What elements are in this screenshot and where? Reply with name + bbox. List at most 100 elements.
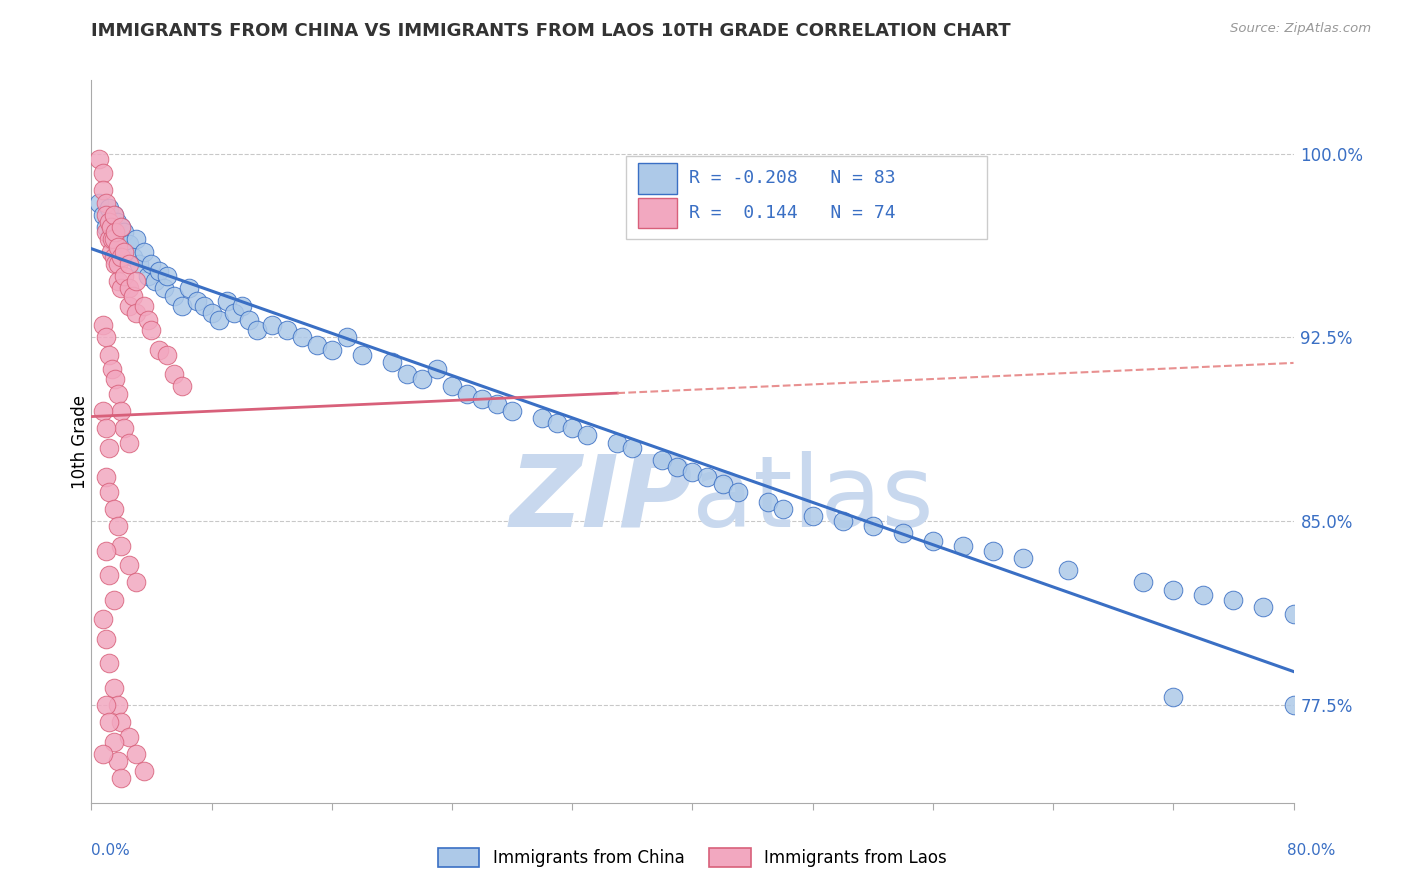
Point <box>96 470 118 484</box>
Point <box>96 225 118 239</box>
Point <box>104 232 127 246</box>
Point <box>107 244 129 259</box>
Point <box>110 772 132 786</box>
Point <box>98 568 121 582</box>
Point <box>666 460 689 475</box>
Point <box>96 208 118 222</box>
Point <box>93 318 115 333</box>
Point <box>981 543 1004 558</box>
Point <box>118 237 141 252</box>
Point <box>132 299 155 313</box>
Point <box>107 257 129 271</box>
Point <box>114 421 136 435</box>
Point <box>456 386 478 401</box>
Point <box>98 215 121 229</box>
Point <box>1192 588 1215 602</box>
Point <box>107 519 129 533</box>
Point <box>107 386 129 401</box>
Point <box>1132 575 1154 590</box>
Point <box>696 470 718 484</box>
Point <box>486 396 509 410</box>
Point <box>103 734 125 748</box>
Point <box>118 281 141 295</box>
Point <box>101 362 124 376</box>
Point <box>193 299 215 313</box>
Point <box>143 274 166 288</box>
Point <box>103 502 125 516</box>
Point <box>651 453 673 467</box>
Point <box>98 201 121 215</box>
Point <box>801 509 824 524</box>
Point <box>98 484 121 499</box>
Point <box>98 441 121 455</box>
Text: 0.0%: 0.0% <box>91 843 131 858</box>
Point <box>952 539 974 553</box>
Point <box>1253 599 1275 614</box>
Point <box>531 411 554 425</box>
Point <box>110 404 132 418</box>
Point <box>1222 592 1244 607</box>
Text: 80.0%: 80.0% <box>1288 843 1336 858</box>
Point <box>350 348 373 362</box>
Point <box>440 379 463 393</box>
Point <box>98 714 121 729</box>
Point <box>100 225 122 239</box>
Point <box>711 477 734 491</box>
Point <box>471 392 494 406</box>
Point <box>238 313 260 327</box>
Point <box>132 244 155 259</box>
Point <box>756 494 779 508</box>
Point <box>103 208 125 222</box>
Point <box>831 514 853 528</box>
Point <box>96 330 118 344</box>
Point <box>104 372 127 386</box>
Text: atlas: atlas <box>692 450 934 548</box>
Point <box>114 244 136 259</box>
Point <box>107 754 129 768</box>
Text: Source: ZipAtlas.com: Source: ZipAtlas.com <box>1230 22 1371 36</box>
Point <box>100 244 122 259</box>
Point <box>87 152 110 166</box>
Point <box>98 656 121 670</box>
Point <box>606 435 628 450</box>
Point <box>215 293 238 308</box>
Point <box>125 575 148 590</box>
Point <box>305 338 328 352</box>
Point <box>141 323 163 337</box>
Point <box>96 632 118 646</box>
Point <box>148 343 170 357</box>
Point <box>93 404 115 418</box>
Point <box>110 220 132 235</box>
Point <box>96 220 118 235</box>
Point <box>772 502 794 516</box>
Point <box>107 274 129 288</box>
Point <box>276 323 298 337</box>
Point <box>122 250 145 264</box>
Point <box>98 232 121 246</box>
Point <box>152 281 174 295</box>
Point <box>1282 607 1305 622</box>
Point <box>93 747 115 761</box>
Point <box>621 441 644 455</box>
Point <box>104 225 127 239</box>
Point <box>381 355 404 369</box>
Point <box>727 484 749 499</box>
Point <box>96 543 118 558</box>
Point <box>103 250 125 264</box>
Point <box>546 416 568 430</box>
Point <box>118 299 141 313</box>
Point <box>141 257 163 271</box>
Point <box>1057 563 1080 577</box>
Point <box>110 714 132 729</box>
Point <box>104 257 127 271</box>
Point <box>170 379 193 393</box>
Point <box>155 348 177 362</box>
Point <box>170 299 193 313</box>
Point <box>148 264 170 278</box>
Point <box>100 220 122 235</box>
Point <box>118 730 141 744</box>
Point <box>93 184 115 198</box>
Point <box>128 257 150 271</box>
Point <box>96 698 118 712</box>
Point <box>118 257 141 271</box>
